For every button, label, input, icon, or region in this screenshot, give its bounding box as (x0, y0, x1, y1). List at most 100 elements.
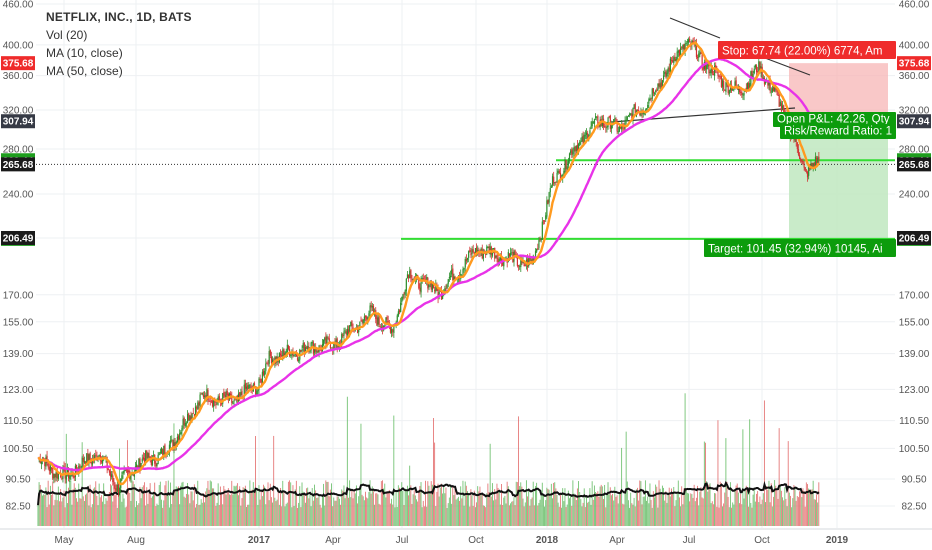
volume-bar (416, 499, 417, 526)
price-tick-label: 139.00 (3, 349, 34, 360)
candle-body (261, 371, 263, 383)
candle-body (589, 130, 591, 134)
candle-body (86, 453, 88, 465)
volume-bar (328, 496, 330, 526)
volume-bar (689, 501, 691, 526)
candle-body (159, 452, 161, 453)
price-tick-label: 170.00 (899, 290, 930, 301)
candle-body (296, 357, 299, 361)
price-tick-label: 90.50 (5, 474, 30, 485)
volume-bar (380, 481, 382, 526)
candle-body (442, 294, 444, 300)
candle-body (247, 385, 249, 390)
volume-bar (603, 498, 604, 526)
target-label: Target: 101.45 (32.94%) 10145, Ai (704, 239, 896, 257)
candle-body (640, 112, 642, 117)
price-tag-bg (897, 157, 931, 172)
price-tag-bg (1, 230, 35, 245)
volume-bar (351, 490, 353, 526)
volume-bar (219, 486, 221, 526)
candle-body (437, 289, 439, 299)
candle-body (805, 170, 807, 172)
candle-body (632, 107, 634, 120)
volume-bar (453, 495, 455, 526)
candle-body (651, 88, 653, 99)
volume-bar (519, 486, 521, 526)
candle-body (804, 167, 806, 171)
volume-bar (270, 497, 272, 526)
candle-body (244, 383, 246, 389)
candle-body (126, 471, 129, 473)
volume-bar (697, 485, 698, 526)
candle-body (223, 391, 225, 396)
volume-bar (335, 500, 337, 526)
volume-bar (474, 507, 476, 526)
time-tick-label: Oct (468, 535, 484, 546)
candle-body (468, 251, 470, 258)
price-tick-label: 280.00 (3, 145, 34, 156)
candle-body (119, 487, 121, 493)
volume-bar (469, 506, 471, 526)
candle-body (580, 141, 582, 143)
volume-bar (793, 484, 795, 526)
price-axis-left[interactable]: 82.50 90.50 100.50 110.50 123.00 139.00 155.00… (0, 0, 35, 550)
candle-body (648, 99, 650, 104)
volume-bar (137, 505, 139, 526)
candle-body (452, 268, 454, 281)
volume-bar (570, 495, 572, 526)
volume-bar (304, 502, 306, 526)
candle-body (593, 119, 596, 124)
candle-body (568, 153, 571, 162)
candle-body (803, 165, 805, 168)
candle-body (329, 344, 331, 349)
volume-bar (447, 503, 449, 526)
candle-body (801, 161, 803, 162)
volume-bar (660, 493, 662, 526)
volume-bar (694, 501, 696, 526)
volume-bar (589, 488, 591, 526)
study-ma10-label[interactable]: MA (10, close) (46, 46, 123, 60)
study-ma50-label[interactable]: MA (50, close) (46, 64, 123, 78)
volume-bar (408, 495, 409, 526)
volume-bar (688, 493, 689, 526)
volume-bar (767, 489, 769, 526)
volume-bar (499, 504, 501, 526)
volume-bar (332, 506, 334, 526)
candle-body (55, 471, 57, 478)
volume-bar (506, 481, 508, 526)
moving-average-lines (37, 41, 820, 486)
volume-bar (251, 489, 253, 526)
study-volume-label[interactable]: Vol (20) (46, 28, 88, 42)
volume-bar (542, 495, 544, 526)
volume-bar (280, 487, 281, 526)
candle-body (783, 105, 785, 114)
volume-bar (405, 491, 407, 526)
volume-bar (715, 493, 717, 526)
trendline (669, 17, 721, 39)
volume-bar (234, 486, 236, 526)
price-axis-right[interactable]: 82.50 90.50 100.50 110.50 123.00 139.00 155.00… (896, 0, 932, 550)
volume-bar (718, 507, 720, 526)
volume-bar (459, 500, 460, 526)
volume-bar (444, 493, 446, 526)
volume-bar (99, 497, 101, 526)
candle-body (431, 283, 433, 290)
volume-bar (816, 494, 817, 526)
volume-bar (180, 485, 182, 526)
candle-body (361, 320, 363, 322)
symbol-title[interactable]: NETFLIX, INC., 1D, BATS (46, 10, 192, 24)
candle-body (508, 253, 511, 257)
volume-bar (315, 490, 317, 526)
price-tick-label: 280.00 (899, 145, 930, 156)
volume-bar (559, 494, 561, 526)
candle-body (192, 412, 194, 414)
candle-body (304, 347, 307, 352)
candle-body (298, 359, 300, 362)
volume-bar (629, 507, 630, 526)
volume-bar (236, 483, 238, 526)
time-axis[interactable]: May Aug 2017 Apr Jul Oct 2018 Apr Jul Oct 2019 (0, 528, 932, 546)
candle-body (573, 147, 575, 152)
volume-bar (312, 500, 314, 526)
target-label-text: Target: 101.45 (32.94%) 10145, Ai (708, 244, 883, 256)
